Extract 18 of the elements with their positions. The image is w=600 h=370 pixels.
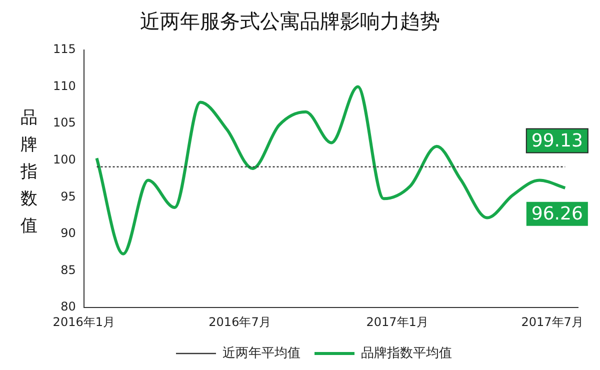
data-label: 96.26 xyxy=(531,204,583,225)
x-tick-label: 2016年1月 xyxy=(52,314,115,329)
y-tick-label: 85 xyxy=(60,262,76,277)
chart-title: 近两年服务式公寓品牌影响力趋势 xyxy=(140,8,440,35)
x-tick-label: 2016年7月 xyxy=(208,314,271,329)
y-tick-label: 80 xyxy=(60,300,76,314)
data-label: 99.13 xyxy=(531,130,583,152)
y-axis-title: 品牌指数值 xyxy=(20,107,38,238)
y-tick-label: 110 xyxy=(53,78,76,93)
x-tick-label: 2017年1月 xyxy=(366,314,428,329)
y-tick-label: 100 xyxy=(53,152,76,167)
y-tick-label: 95 xyxy=(60,189,76,204)
y-tick-label: 90 xyxy=(60,226,76,240)
y-tick-label: 105 xyxy=(53,116,76,130)
legend-label: 品牌指数平均值 xyxy=(361,346,452,361)
y-tick-label: 115 xyxy=(53,42,76,56)
legend-label: 近两年平均值 xyxy=(222,346,300,361)
x-tick-label: 2017年7月 xyxy=(521,314,584,329)
